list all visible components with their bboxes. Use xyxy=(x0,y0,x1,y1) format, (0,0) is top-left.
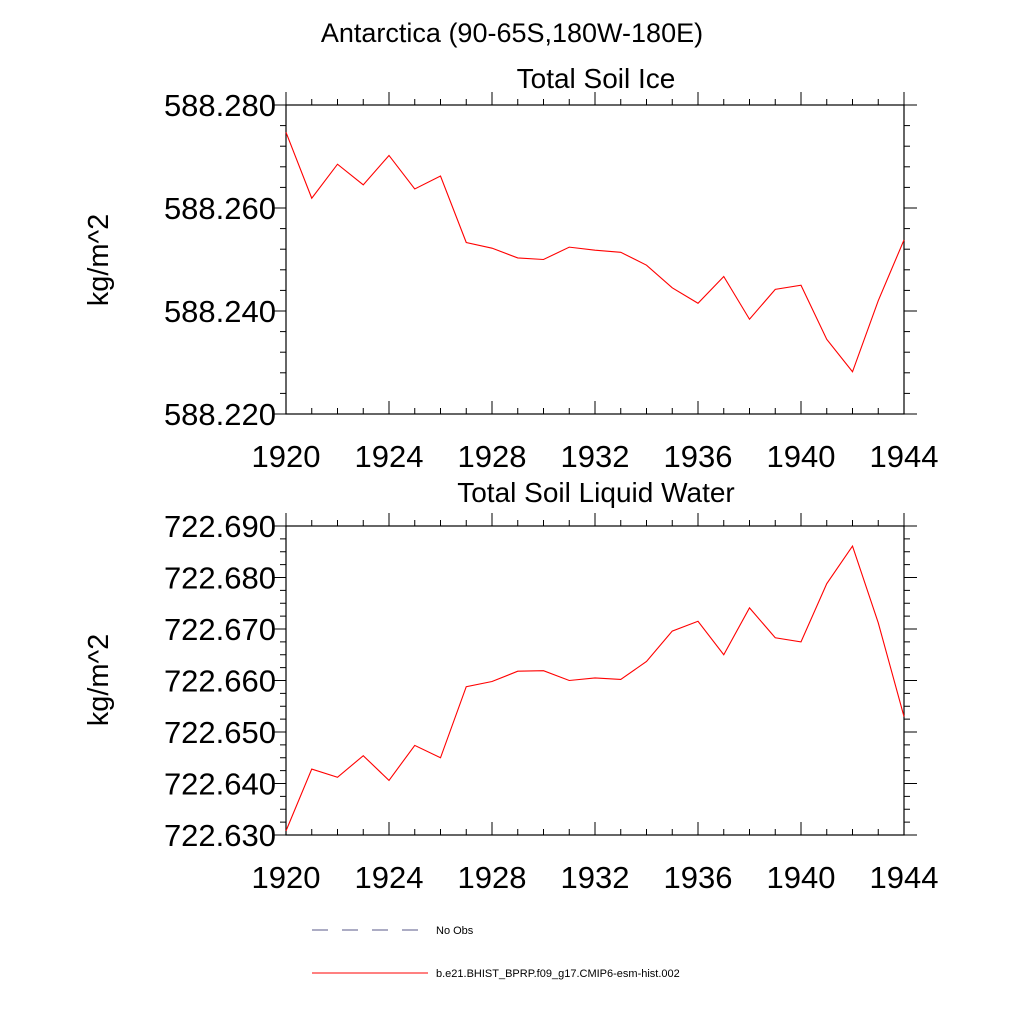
x-tick-label: 1944 xyxy=(870,860,939,895)
y-tick-label: 722.690 xyxy=(164,509,276,544)
y-tick-labels: 722.630 722.640 722.650 722.660 722.670 722.6… xyxy=(164,509,276,853)
plot-frame xyxy=(285,104,905,415)
series-line xyxy=(285,544,905,832)
figure-suptitle: Antarctica (90-65S,180W-180E) xyxy=(321,18,703,48)
y-tick-label: 588.260 xyxy=(164,191,276,226)
x-tick-label: 1932 xyxy=(561,860,630,895)
panel-total-soil-liquid-water: Total Soil Liquid Water kg/m^2 1920 1924 1… xyxy=(83,477,938,895)
y-tick-label: 722.650 xyxy=(164,715,276,750)
y-tick-label: 722.640 xyxy=(164,767,276,802)
y-tick-label: 588.240 xyxy=(164,294,276,329)
legend: No Obs b.e21.BHIST_BPRP.f09_g17.CMIP6-es… xyxy=(312,925,680,980)
x-tick-label: 1920 xyxy=(252,439,321,474)
series-lines xyxy=(285,544,905,832)
x-tick-labels: 1920 1924 1928 1932 1936 1940 1944 xyxy=(252,860,939,895)
y-tick-label: 722.630 xyxy=(164,818,276,853)
y-tick-label: 588.220 xyxy=(164,397,276,432)
panel-total-soil-ice: Total Soil Ice kg/m^2 1920 1924 1928 1932 19… xyxy=(83,63,938,474)
series-lines xyxy=(285,132,905,373)
y-axis-label: kg/m^2 xyxy=(83,214,115,307)
panel-title: Total Soil Ice xyxy=(517,63,676,94)
axis-ticks xyxy=(273,513,917,836)
x-tick-label: 1928 xyxy=(458,860,527,895)
y-tick-labels: 588.220 588.240 588.260 588.280 xyxy=(164,88,276,432)
legend-label-no-obs: No Obs xyxy=(436,925,474,937)
x-tick-label: 1940 xyxy=(767,860,836,895)
x-tick-label: 1932 xyxy=(561,439,630,474)
legend-label-model: b.e21.BHIST_BPRP.f09_g17.CMIP6-esm-hist.… xyxy=(436,968,680,980)
plot-frame xyxy=(285,525,905,836)
y-axis-label: kg/m^2 xyxy=(83,634,115,727)
y-tick-label: 588.280 xyxy=(164,88,276,123)
axis-ticks xyxy=(273,92,917,415)
x-tick-label: 1936 xyxy=(664,439,733,474)
series-line xyxy=(285,132,905,373)
x-tick-labels: 1920 1924 1928 1932 1936 1940 1944 xyxy=(252,439,939,474)
x-tick-label: 1924 xyxy=(355,439,424,474)
x-tick-label: 1944 xyxy=(870,439,939,474)
panel-title: Total Soil Liquid Water xyxy=(457,477,735,508)
x-tick-label: 1936 xyxy=(664,860,733,895)
y-tick-label: 722.670 xyxy=(164,612,276,647)
x-tick-label: 1924 xyxy=(355,860,424,895)
y-tick-label: 722.660 xyxy=(164,664,276,699)
x-tick-label: 1940 xyxy=(767,439,836,474)
y-tick-label: 722.680 xyxy=(164,561,276,596)
x-tick-label: 1920 xyxy=(252,860,321,895)
x-tick-label: 1928 xyxy=(458,439,527,474)
